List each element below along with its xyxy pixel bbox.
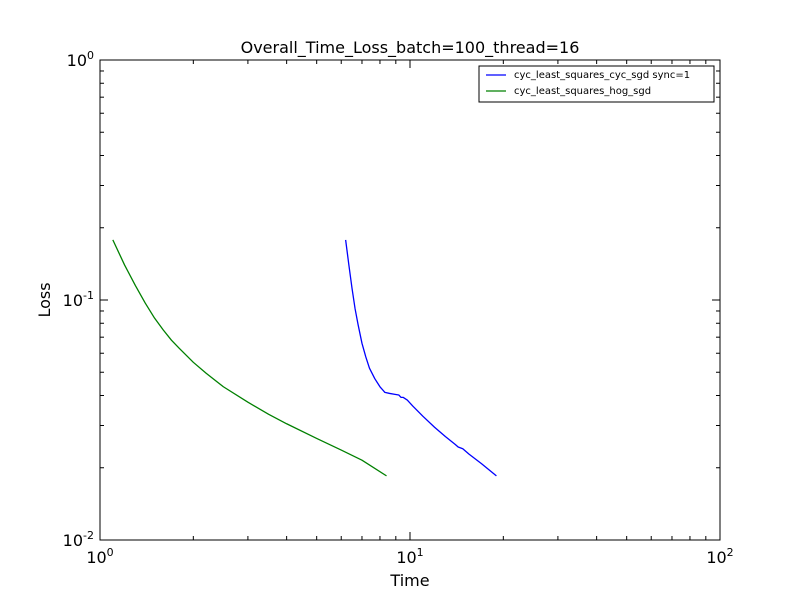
plot-area [100, 60, 720, 540]
chart-title: Overall_Time_Loss_batch=100_thread=16 [241, 38, 580, 58]
legend-label-cyc-sgd: cyc_least_squares_cyc_sgd sync=1 [514, 70, 690, 81]
y-tick-label: 100 [67, 49, 94, 70]
y-tick-label: 10-1 [63, 289, 94, 310]
y-tick-label: 10-2 [63, 529, 94, 550]
legend: cyc_least_squares_cyc_sgd sync=1 cyc_lea… [478, 65, 715, 103]
axis-tick-labels: 100 101 102 10-2 10-1 100 [63, 49, 734, 567]
series-line-1 [112, 239, 387, 477]
plot-frame [99, 59, 721, 541]
legend-label-hog-sgd: cyc_least_squares_hog_sgd [514, 86, 651, 97]
x-tick-label: 101 [396, 546, 423, 567]
x-axis-title: Time [389, 571, 429, 590]
y-axis-title: Loss [35, 282, 54, 317]
series-line-0 [344, 239, 497, 477]
axis-ticks [99, 59, 721, 541]
series-lines [112, 239, 497, 477]
x-tick-label: 100 [86, 546, 113, 567]
x-tick-label: 102 [706, 546, 733, 567]
legend-box [478, 65, 715, 103]
